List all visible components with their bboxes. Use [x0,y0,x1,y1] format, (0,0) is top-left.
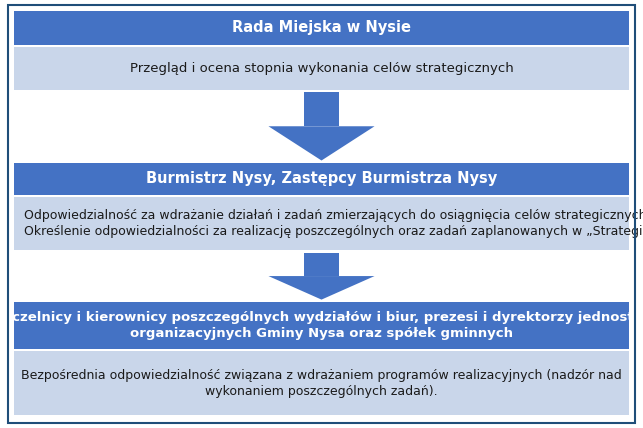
Text: Odpowiedzialność za wdrażanie działań i zadań zmierzających do osiągnięcia celów: Odpowiedzialność za wdrażanie działań i … [24,209,643,238]
Text: Burmistrz Nysy, Zastępcy Burmistrza Nysy: Burmistrz Nysy, Zastępcy Burmistrza Nysy [146,171,497,186]
Bar [14,163,629,195]
Bar [14,47,629,90]
Bar [14,351,629,415]
Bar [14,197,629,250]
Text: Bezpośrednia odpowiedzialność związana z wdrażaniem programów realizacyjnych (na: Bezpośrednia odpowiedzialność związana z… [21,369,622,398]
Bar [303,92,340,126]
Bar [303,253,340,276]
Bar [14,302,629,349]
Text: Przegląd i ocena stopnia wykonania celów strategicznych: Przegląd i ocena stopnia wykonania celów… [130,62,513,75]
Text: Rada Miejska w Nysie: Rada Miejska w Nysie [232,20,411,36]
Bar [14,11,629,45]
Text: Naczelnicy i kierownicy poszczególnych wydziałów i biur, prezesi i dyrektorzy je: Naczelnicy i kierownicy poszczególnych w… [0,311,643,340]
Polygon shape [269,276,374,300]
Polygon shape [269,126,374,160]
